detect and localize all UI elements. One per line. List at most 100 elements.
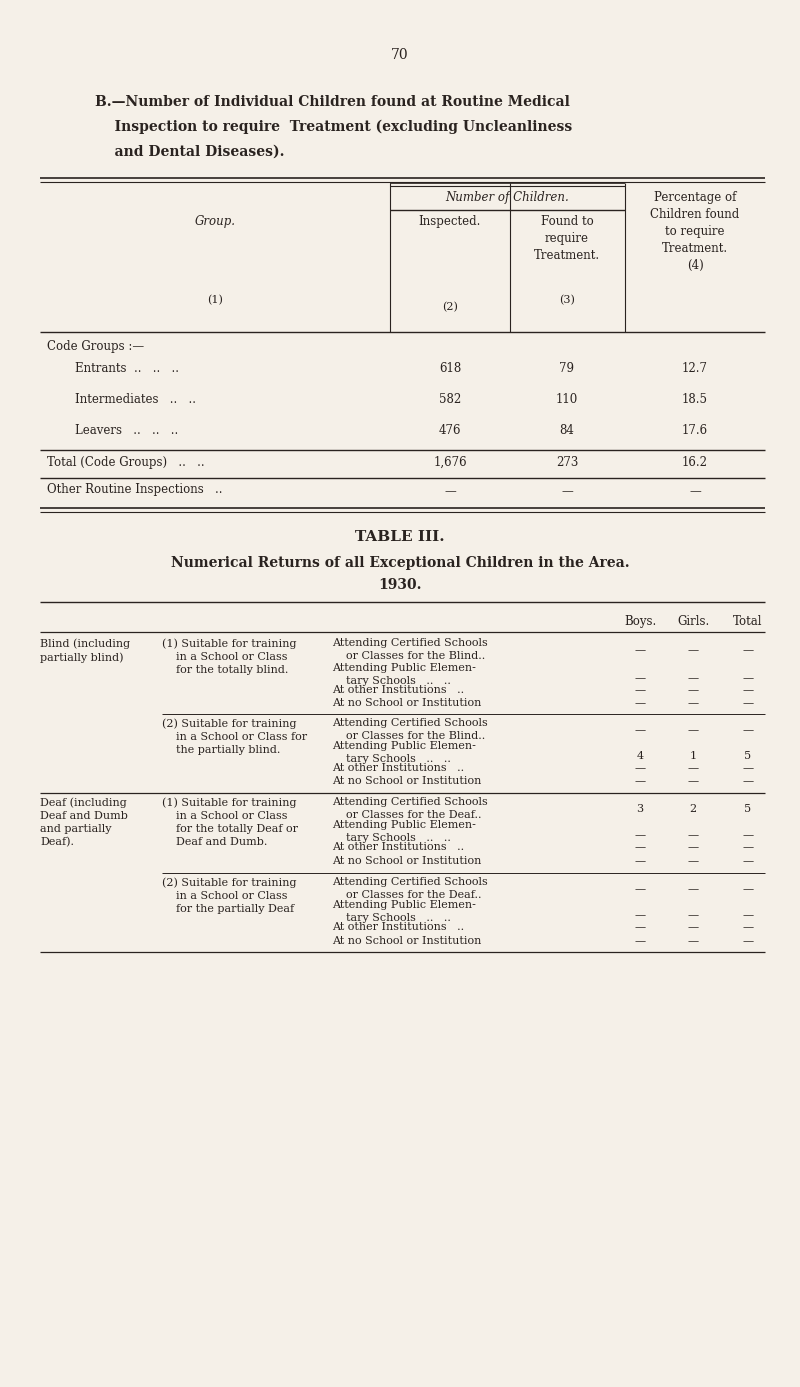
Text: —: —	[689, 485, 701, 498]
Text: (2) Suitable for training
    in a School or Class for
    the partially blind.: (2) Suitable for training in a School or…	[162, 718, 307, 755]
Text: At no School or Institution: At no School or Institution	[332, 856, 482, 865]
Text: 84: 84	[559, 424, 574, 437]
Text: 2: 2	[690, 804, 697, 814]
Text: Attending Certified Schools
    or Classes for the Blind..: Attending Certified Schools or Classes f…	[332, 718, 488, 741]
Text: —: —	[634, 645, 646, 655]
Text: —: —	[687, 936, 698, 946]
Text: (2) Suitable for training
    in a School or Class
    for the partially Deaf: (2) Suitable for training in a School or…	[162, 877, 297, 914]
Text: B.—Number of Individual Children found at Routine Medical: B.—Number of Individual Children found a…	[95, 94, 570, 110]
Text: —: —	[742, 763, 754, 773]
Text: —: —	[687, 763, 698, 773]
Text: —: —	[634, 775, 646, 786]
Text: —: —	[634, 884, 646, 895]
Text: Attending Public Elemen-
    tary Schools   ..   ..: Attending Public Elemen- tary Schools ..…	[332, 820, 476, 843]
Text: Blind (including
partially blind): Blind (including partially blind)	[40, 638, 130, 663]
Text: 70: 70	[391, 49, 409, 62]
Text: —: —	[742, 936, 754, 946]
Text: At no School or Institution: At no School or Institution	[332, 775, 482, 786]
Text: —: —	[687, 698, 698, 707]
Text: —: —	[742, 842, 754, 852]
Text: —: —	[634, 763, 646, 773]
Text: (3): (3)	[559, 295, 575, 305]
Text: Inspection to require  Treatment (excluding Uncleanliness: Inspection to require Treatment (excludi…	[95, 121, 572, 135]
Text: 17.6: 17.6	[682, 424, 708, 437]
Text: (2): (2)	[442, 302, 458, 312]
Text: 273: 273	[556, 456, 578, 469]
Text: —: —	[742, 645, 754, 655]
Text: Group.: Group.	[194, 215, 235, 227]
Text: —: —	[444, 485, 456, 498]
Text: 4: 4	[637, 750, 643, 761]
Text: —: —	[634, 829, 646, 841]
Text: —: —	[561, 485, 573, 498]
Text: —: —	[687, 673, 698, 682]
Text: 16.2: 16.2	[682, 456, 708, 469]
Text: —: —	[742, 725, 754, 735]
Text: —: —	[687, 645, 698, 655]
Text: —: —	[687, 922, 698, 932]
Text: Girls.: Girls.	[677, 614, 709, 628]
Text: —: —	[742, 829, 754, 841]
Text: —: —	[634, 725, 646, 735]
Text: 5: 5	[745, 750, 751, 761]
Text: At other Institutions   ..: At other Institutions ..	[332, 685, 464, 695]
Text: 12.7: 12.7	[682, 362, 708, 374]
Text: 3: 3	[637, 804, 643, 814]
Text: (1) Suitable for training
    in a School or Class
    for the totally blind.: (1) Suitable for training in a School or…	[162, 638, 297, 675]
Text: —: —	[687, 685, 698, 695]
Text: 1,676: 1,676	[433, 456, 467, 469]
Text: Code Groups :—: Code Groups :—	[47, 340, 144, 354]
Text: Inspected.: Inspected.	[419, 215, 481, 227]
Text: Attending Public Elemen-
    tary Schools   ..   ..: Attending Public Elemen- tary Schools ..…	[332, 900, 476, 924]
Text: —: —	[742, 856, 754, 865]
Text: 79: 79	[559, 362, 574, 374]
Text: Found to
require
Treatment.: Found to require Treatment.	[534, 215, 600, 262]
Text: Leavers   ..   ..   ..: Leavers .. .. ..	[75, 424, 178, 437]
Text: —: —	[634, 698, 646, 707]
Text: At other Institutions   ..: At other Institutions ..	[332, 842, 464, 852]
Text: 110: 110	[556, 393, 578, 406]
Text: —: —	[742, 673, 754, 682]
Text: 5: 5	[745, 804, 751, 814]
Text: —: —	[742, 775, 754, 786]
Text: —: —	[742, 884, 754, 895]
Text: —: —	[742, 685, 754, 695]
Text: —: —	[742, 910, 754, 920]
Text: and Dental Diseases).: and Dental Diseases).	[95, 146, 285, 160]
Text: —: —	[634, 910, 646, 920]
Text: —: —	[634, 922, 646, 932]
Text: At other Institutions   ..: At other Institutions ..	[332, 922, 464, 932]
Text: —: —	[634, 842, 646, 852]
Text: —: —	[687, 775, 698, 786]
Text: Boys.: Boys.	[624, 614, 656, 628]
Text: Number of Children.: Number of Children.	[445, 191, 569, 204]
Text: Total: Total	[734, 614, 762, 628]
Text: —: —	[687, 842, 698, 852]
Text: (1) Suitable for training
    in a School or Class
    for the totally Deaf or
 : (1) Suitable for training in a School or…	[162, 798, 298, 847]
Text: —: —	[742, 698, 754, 707]
Text: Intermediates   ..   ..: Intermediates .. ..	[75, 393, 196, 406]
Text: —: —	[742, 922, 754, 932]
Text: —: —	[634, 673, 646, 682]
Text: Attending Certified Schools
    or Classes for the Blind..: Attending Certified Schools or Classes f…	[332, 638, 488, 662]
Text: Attending Certified Schools
    or Classes for the Deaf..: Attending Certified Schools or Classes f…	[332, 877, 488, 900]
Text: At no School or Institution: At no School or Institution	[332, 936, 482, 946]
Text: Other Routine Inspections   ..: Other Routine Inspections ..	[47, 483, 222, 497]
Text: —: —	[687, 829, 698, 841]
Text: Total (Code Groups)   ..   ..: Total (Code Groups) .. ..	[47, 456, 205, 469]
Text: 18.5: 18.5	[682, 393, 708, 406]
Text: Deaf (including
Deaf and Dumb
and partially
Deaf).: Deaf (including Deaf and Dumb and partia…	[40, 798, 128, 847]
Text: Numerical Returns of all Exceptional Children in the Area.: Numerical Returns of all Exceptional Chi…	[170, 556, 630, 570]
Text: —: —	[687, 910, 698, 920]
Text: —: —	[634, 936, 646, 946]
Text: At no School or Institution: At no School or Institution	[332, 698, 482, 707]
Text: Percentage of
Children found
to require
Treatment.
(4): Percentage of Children found to require …	[650, 191, 740, 272]
Text: Entrants  ..   ..   ..: Entrants .. .. ..	[75, 362, 179, 374]
Text: —: —	[634, 685, 646, 695]
Text: 1930.: 1930.	[378, 578, 422, 592]
Text: 618: 618	[439, 362, 461, 374]
Text: At other Institutions   ..: At other Institutions ..	[332, 763, 464, 773]
Text: 476: 476	[438, 424, 462, 437]
Text: —: —	[687, 884, 698, 895]
Text: 1: 1	[690, 750, 697, 761]
